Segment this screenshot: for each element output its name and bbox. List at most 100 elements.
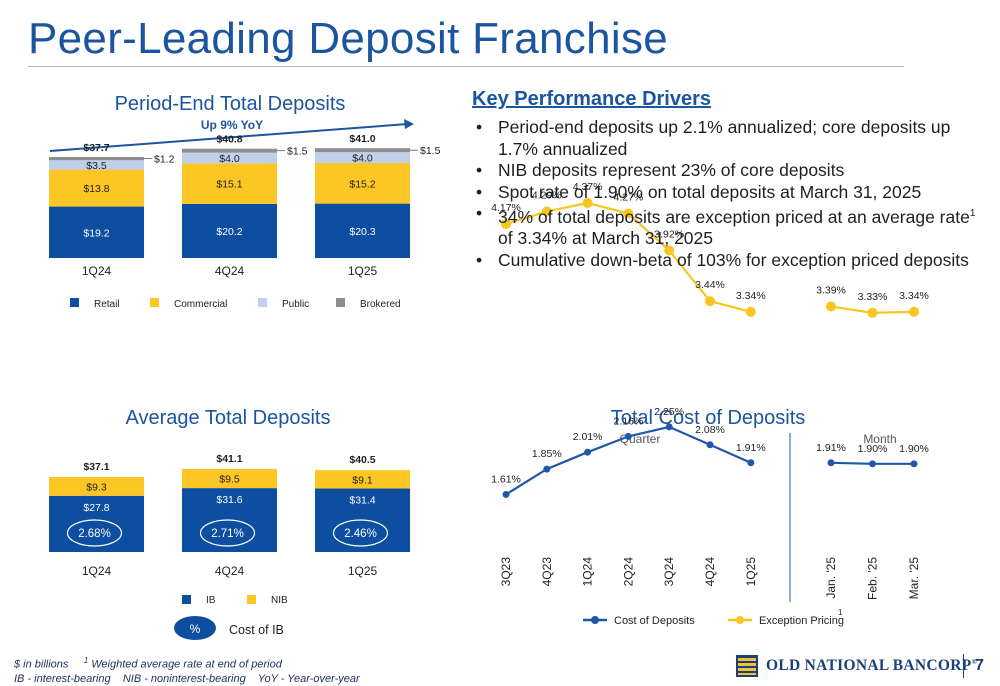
legend-swatch bbox=[247, 595, 256, 604]
cost-of-deposits-point bbox=[910, 460, 918, 468]
cost-of-ib-oval bbox=[66, 519, 123, 547]
bar-segment-retail bbox=[182, 203, 277, 258]
cost-of-ib-legend-label: Cost of IB bbox=[229, 623, 284, 637]
bar-value-label: $4.0 bbox=[352, 153, 373, 165]
x-tick-label: 4Q24 bbox=[215, 564, 245, 578]
bar-value-label: $13.8 bbox=[83, 183, 109, 195]
chart-title: Total Cost of Deposits bbox=[611, 407, 806, 429]
exception-pricing-point bbox=[826, 301, 836, 312]
bank-logo-icon bbox=[736, 655, 758, 677]
bar-segment-brokered bbox=[315, 148, 410, 153]
cost-of-deposits-data-label: 1.85% bbox=[532, 448, 562, 460]
cost-of-deposits-point bbox=[827, 459, 835, 467]
bar-value-label: $15.1 bbox=[216, 179, 242, 191]
legend-label: Cost of Deposits bbox=[614, 615, 695, 627]
bar-segment-retail bbox=[49, 206, 144, 258]
chart-title: Period-End Total Deposits bbox=[115, 93, 346, 115]
key-driver-item: 34% of total deposits are exception pric… bbox=[472, 203, 982, 250]
footnote-marker: 1 bbox=[838, 608, 843, 617]
bar-value-label: $31.6 bbox=[216, 494, 242, 506]
x-tick-label: 4Q24 bbox=[703, 557, 717, 587]
cost-of-deposits-point bbox=[584, 448, 592, 456]
key-driver-item: Cumulative down-beta of 103% for excepti… bbox=[472, 250, 982, 272]
bar-segment-brokered bbox=[182, 148, 277, 153]
key-performance-drivers: Key Performance Drivers Period-end depos… bbox=[472, 88, 982, 271]
cost-of-deposits-data-label: 1.90% bbox=[858, 443, 888, 455]
cost-of-deposits-point bbox=[706, 441, 714, 449]
x-tick-label: 4Q24 bbox=[215, 264, 245, 278]
cost-of-deposits-point bbox=[624, 432, 632, 440]
key-driver-item: NIB deposits represent 23% of core depos… bbox=[472, 160, 982, 182]
exception-pricing-data-label: 3.34% bbox=[736, 290, 766, 302]
cost-of-ib-oval bbox=[199, 519, 256, 547]
brand-name: OLD NATIONAL BANCORP bbox=[766, 657, 972, 674]
x-tick-label: Jan. '25 bbox=[824, 557, 838, 599]
x-tick-label: 1Q24 bbox=[82, 264, 112, 278]
brokered-value-label: $1.5 bbox=[420, 145, 441, 157]
bar-segment-retail bbox=[315, 203, 410, 258]
bar-total-label: $40.5 bbox=[349, 454, 375, 466]
x-tick-label: 4Q23 bbox=[540, 557, 554, 587]
cost-of-ib-label: 2.68% bbox=[78, 528, 111, 540]
bar-total-label: $41.1 bbox=[216, 453, 242, 465]
x-tick-label: 1Q25 bbox=[744, 557, 758, 587]
bar-segment-public bbox=[182, 152, 277, 164]
bar-value-label: $9.3 bbox=[86, 481, 107, 493]
bar-segment-brokered bbox=[49, 157, 144, 161]
key-driver-text: 34% of total deposits are exception pric… bbox=[498, 206, 970, 227]
key-drivers-heading: Key Performance Drivers bbox=[472, 88, 712, 110]
cost-of-deposits-point bbox=[665, 423, 673, 431]
legend-swatch bbox=[70, 298, 79, 307]
key-driver-item: Spot rate of 1.90% on total deposits at … bbox=[472, 182, 982, 204]
cost-of-deposits-data-label: 1.90% bbox=[899, 443, 929, 455]
bar-value-label: $20.2 bbox=[216, 226, 242, 238]
legend-marker bbox=[591, 616, 599, 624]
group-header: Month bbox=[863, 432, 896, 446]
bar-total-label: $37.1 bbox=[83, 461, 109, 473]
cost-of-deposits-data-label: 1.91% bbox=[736, 442, 766, 454]
x-tick-label: Mar. '25 bbox=[907, 557, 921, 600]
cost-of-ib-label: 2.71% bbox=[211, 528, 244, 540]
footnote-abbreviations: IB - interest-bearing NIB - noninterest-… bbox=[14, 672, 360, 685]
bar-value-label: $4.0 bbox=[219, 153, 240, 165]
footnote-units: $ in billions bbox=[14, 658, 69, 671]
brokered-value-label: $1.5 bbox=[287, 146, 308, 158]
title-divider bbox=[28, 66, 904, 67]
x-tick-label: Feb. '25 bbox=[866, 557, 880, 600]
exception-pricing-data-label: 3.33% bbox=[858, 291, 888, 303]
cost-of-ib-oval bbox=[332, 519, 389, 547]
legend-label: Commercial bbox=[174, 299, 227, 310]
page-number-divider bbox=[963, 654, 964, 678]
bar-value-label: $19.2 bbox=[83, 227, 109, 239]
cost-of-deposits-data-label: 2.25% bbox=[654, 406, 684, 418]
key-drivers-list: Period-end deposits up 2.1% annualized; … bbox=[472, 117, 982, 271]
x-tick-label: 1Q25 bbox=[348, 264, 378, 278]
cost-of-deposits-point bbox=[502, 490, 510, 498]
bar-segment-commercial bbox=[49, 169, 144, 207]
footnote: $ in billions 1 Weighted average rate at… bbox=[14, 654, 360, 686]
cost-of-ib-legend-symbol: % bbox=[190, 622, 201, 636]
bar-segment-nib bbox=[315, 470, 410, 489]
x-tick-label: 1Q25 bbox=[348, 564, 378, 578]
exception-pricing-point bbox=[745, 306, 756, 317]
legend-label: Retail bbox=[94, 299, 120, 310]
bar-segment-public bbox=[49, 160, 144, 170]
legend-label: IB bbox=[206, 595, 216, 606]
footnote-marker: 1 bbox=[969, 208, 976, 219]
x-tick-label: 2Q24 bbox=[621, 557, 635, 587]
legend-marker bbox=[736, 616, 744, 624]
chart-title: Average Total Deposits bbox=[126, 407, 331, 429]
x-tick-label: 3Q23 bbox=[499, 557, 513, 587]
exception-pricing-data-label: 3.39% bbox=[816, 284, 846, 296]
bar-segment-commercial bbox=[315, 162, 410, 204]
x-tick-label: 3Q24 bbox=[662, 557, 676, 587]
page-number: 7 bbox=[975, 657, 984, 674]
bar-segment-ib bbox=[49, 495, 144, 552]
exception-pricing-point bbox=[867, 307, 878, 318]
footnote-marker: 1 bbox=[83, 656, 89, 665]
legend-label: NIB bbox=[271, 595, 288, 606]
cost-of-ib-label: 2.46% bbox=[344, 528, 377, 540]
bar-total-label: $40.8 bbox=[216, 134, 242, 146]
cost-of-deposits-point bbox=[543, 465, 551, 473]
